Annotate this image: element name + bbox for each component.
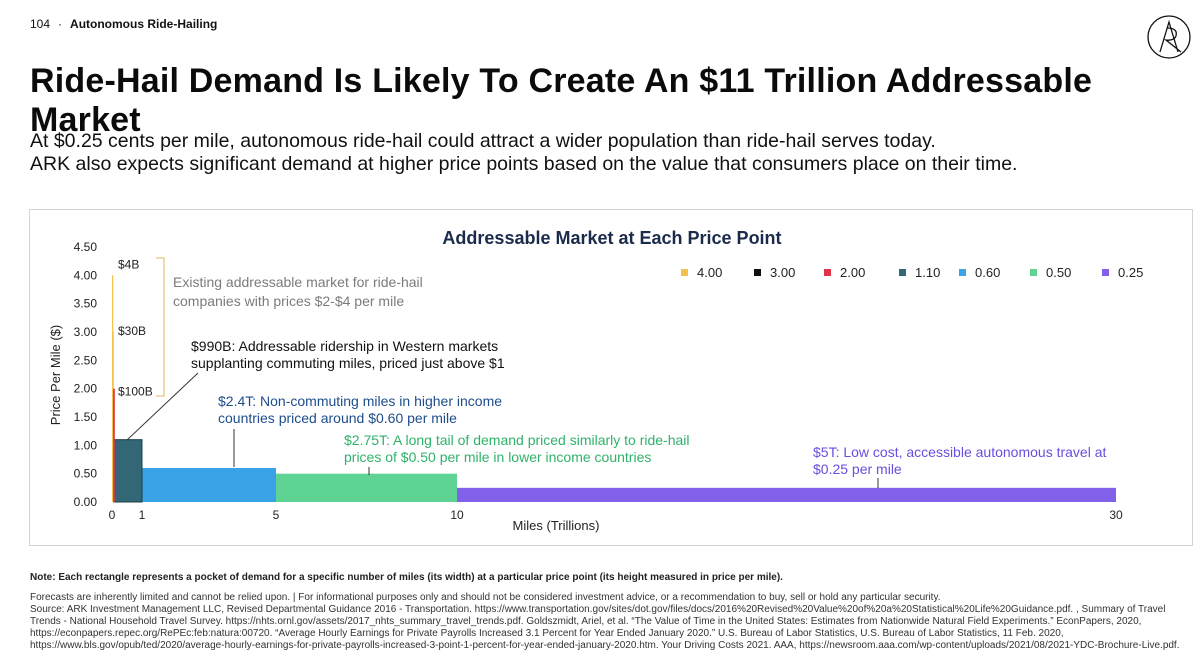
annotation-noncommuting-line-2: countries priced around $0.60 per mile <box>218 410 457 426</box>
y-tick-label: 1.00 <box>74 438 98 452</box>
annotation-existing-line-2: companies with prices $2-$4 per mile <box>173 293 404 309</box>
annotation-lowcost-line-1: $5T: Low cost, accessible autonomous tra… <box>813 444 1106 460</box>
bar-price-0-60 <box>142 468 276 502</box>
chart-svg: Addressable Market at Each Price Point 0.… <box>48 228 1143 533</box>
source-text: Source: ARK Investment Management LLC, R… <box>30 604 1180 651</box>
y-tick-label: 3.50 <box>74 297 98 311</box>
subtitle: At $0.25 cents per mile, autonomous ride… <box>30 130 1017 176</box>
y-tick-label: 4.00 <box>74 268 98 282</box>
chart-note: Note: Each rectangle represents a pocket… <box>30 572 783 583</box>
legend-label-0-60: 0.60 <box>975 265 1000 280</box>
annotation-longtail-line-2: prices of $0.50 per mile in lower income… <box>344 449 651 465</box>
chart-title: Addressable Market at Each Price Point <box>442 228 781 248</box>
page-number: 104 <box>30 17 51 31</box>
y-axis-label: Price Per Mile ($) <box>48 325 63 425</box>
label-4b: $4B <box>118 257 139 271</box>
bar-price-0-25 <box>457 487 1116 502</box>
legend-swatch-2-00 <box>824 269 831 276</box>
page-title: Ride-Hail Demand Is Likely To Create An … <box>30 62 1093 139</box>
legend-label-1-10: 1.10 <box>915 265 940 280</box>
leader-western <box>126 372 199 441</box>
x-tick-label: 0 <box>109 508 116 522</box>
annotation-western-line-2: supplanting commuting miles, priced just… <box>191 355 505 371</box>
legend-label-3-00: 3.00 <box>770 265 795 280</box>
label-30b: $30B <box>118 324 146 338</box>
annotation-western-line-1: $990B: Addressable ridership in Western … <box>191 338 498 354</box>
footer: Forecasts are inherently limited and can… <box>30 592 1180 652</box>
legend-label-0-50: 0.50 <box>1046 265 1071 280</box>
header-separator: · <box>58 17 63 31</box>
bar-price-4-00 <box>112 275 114 502</box>
legend-label-2-00: 2.00 <box>840 265 865 280</box>
section-title: Autonomous Ride-Hailing <box>70 17 218 31</box>
x-axis-label: Miles (Trillions) <box>513 518 600 533</box>
y-tick-label: 1.50 <box>74 410 98 424</box>
disclaimer: Forecasts are inherently limited and can… <box>30 592 941 603</box>
legend-swatch-4-00 <box>681 269 688 276</box>
bar-price-2-00 <box>112 388 115 502</box>
legend-label-0-25: 0.25 <box>1118 265 1143 280</box>
x-tick-label: 30 <box>1109 508 1123 522</box>
x-tick-label: 10 <box>450 508 464 522</box>
legend-swatch-0-50 <box>1030 269 1037 276</box>
y-tick-label: 2.50 <box>74 353 98 367</box>
annotation-longtail-line-1: $2.75T: A long tail of demand priced sim… <box>344 432 690 448</box>
chart-container: Addressable Market at Each Price Point 0.… <box>29 209 1193 546</box>
legend-swatch-3-00 <box>754 269 761 276</box>
y-tick-label: 2.00 <box>74 382 98 396</box>
existing-market-bracket <box>156 257 165 397</box>
x-tick-label: 5 <box>273 508 280 522</box>
ark-logo-icon <box>1147 15 1191 59</box>
bar-price-1-10 <box>113 439 143 503</box>
annotation-lowcost-line-2: $0.25 per mile <box>813 461 902 477</box>
y-tick-label: 3.00 <box>74 325 98 339</box>
y-tick-label: 0.50 <box>74 467 98 481</box>
subtitle-line-1: At $0.25 cents per mile, autonomous ride… <box>30 130 936 152</box>
legend-swatch-1-10 <box>899 269 906 276</box>
x-tick-label: 1 <box>139 508 146 522</box>
legend-label-4-00: 4.00 <box>697 265 722 280</box>
y-tick-label: 4.50 <box>74 240 98 254</box>
page-header: 104 · Autonomous Ride-Hailing <box>30 17 217 31</box>
legend-swatch-0-60 <box>959 269 966 276</box>
y-tick-label: 0.00 <box>74 495 98 509</box>
subtitle-line-2: ARK also expects significant demand at h… <box>30 153 1018 175</box>
annotation-noncommuting-line-1: $2.4T: Non-commuting miles in higher inc… <box>218 393 502 409</box>
legend-swatch-0-25 <box>1102 269 1109 276</box>
annotation-existing-line-1: Existing addressable market for ride-hai… <box>173 274 423 290</box>
label-100b: $100B <box>118 385 153 399</box>
bar-price-0-50 <box>276 473 457 502</box>
